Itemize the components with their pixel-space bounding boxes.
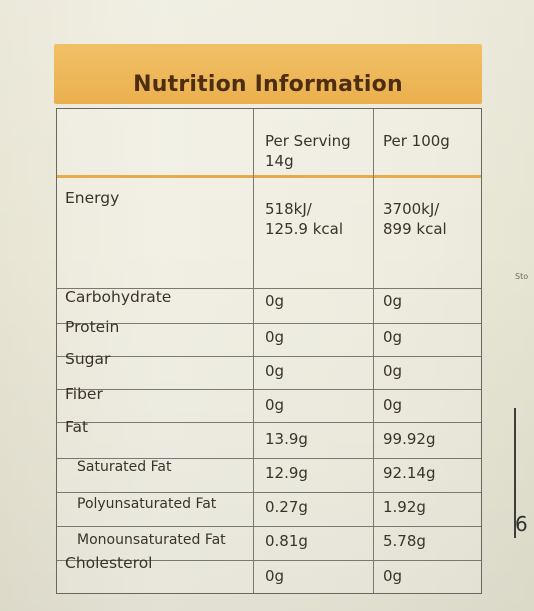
nutrition-label: Nutrition Information Per Serving 14g Pe… (52, 42, 484, 594)
row-protein-name: Protein (65, 318, 120, 336)
row-divider (57, 323, 481, 324)
row-sugar-per-serving: 0g (265, 362, 285, 380)
row-fiber-per-serving: 0g (265, 396, 285, 414)
header-per-serving-line1: Per Serving (265, 132, 351, 150)
row-energy-name: Energy (65, 189, 120, 207)
edge-partial-digit: 6 (515, 512, 528, 536)
row-cholesterol-name: Cholesterol (65, 554, 153, 572)
row-carbohydrate-name: Carbohydrate (65, 288, 172, 306)
row-cholesterol-per-100g: 0g (383, 567, 403, 585)
row-energy-per-100g: 3700kJ/ 899 kcal (383, 199, 447, 239)
row-monounsaturated-fat-per-100g: 5.78g (383, 532, 426, 550)
row-protein-per-serving: 0g (265, 328, 285, 346)
row-fat-per-100g: 99.92g (383, 430, 436, 448)
row-saturated-fat-per-serving: 12.9g (265, 464, 308, 482)
row-polyunsaturated-fat-per-serving: 0.27g (265, 498, 308, 516)
row-divider (57, 526, 481, 527)
row-carbohydrate-per-serving: 0g (265, 292, 285, 310)
row-divider (57, 492, 481, 493)
column-divider (373, 109, 374, 593)
energy-serving-kj: 518kJ/ (265, 200, 312, 218)
energy-100g-kcal: 899 kcal (383, 220, 447, 238)
header-per-serving-line2: 14g (265, 152, 294, 170)
row-polyunsaturated-fat-name: Polyunsaturated Fat (77, 496, 217, 512)
header-divider (57, 175, 481, 178)
row-divider (57, 356, 481, 357)
nutrition-table: Per Serving 14g Per 100g Energy 518kJ/ 1… (56, 108, 482, 594)
edge-partial-text: Sto (515, 272, 529, 281)
row-energy-per-serving: 518kJ/ 125.9 kcal (265, 199, 343, 239)
header-band: Nutrition Information (54, 44, 482, 104)
edge-rule (514, 408, 516, 538)
row-divider (57, 288, 481, 289)
energy-serving-kcal: 125.9 kcal (265, 220, 344, 238)
row-fiber-name: Fiber (65, 385, 103, 403)
row-monounsaturated-fat-per-serving: 0.81g (265, 532, 308, 550)
row-fat-name: Fat (65, 418, 89, 436)
row-divider (57, 560, 481, 561)
header-per-serving: Per Serving 14g (265, 131, 351, 171)
energy-100g-kj: 3700kJ/ (383, 200, 440, 218)
row-protein-per-100g: 0g (383, 328, 403, 346)
row-sugar-per-100g: 0g (383, 362, 403, 380)
row-polyunsaturated-fat-per-100g: 1.92g (383, 498, 426, 516)
row-divider (57, 389, 481, 390)
header-per-100g: Per 100g (383, 132, 450, 150)
row-saturated-fat-per-100g: 92.14g (383, 464, 436, 482)
column-divider (253, 109, 254, 593)
row-cholesterol-per-serving: 0g (265, 567, 285, 585)
row-monounsaturated-fat-name: Monounsaturated Fat (77, 532, 226, 548)
row-fat-per-serving: 13.9g (265, 430, 308, 448)
row-saturated-fat-name: Saturated Fat (77, 459, 172, 475)
row-divider (57, 422, 481, 423)
row-carbohydrate-per-100g: 0g (383, 292, 403, 310)
row-fiber-per-100g: 0g (383, 396, 403, 414)
label-title: Nutrition Information (133, 72, 403, 97)
row-divider (57, 458, 481, 459)
row-sugar-name: Sugar (65, 350, 111, 368)
